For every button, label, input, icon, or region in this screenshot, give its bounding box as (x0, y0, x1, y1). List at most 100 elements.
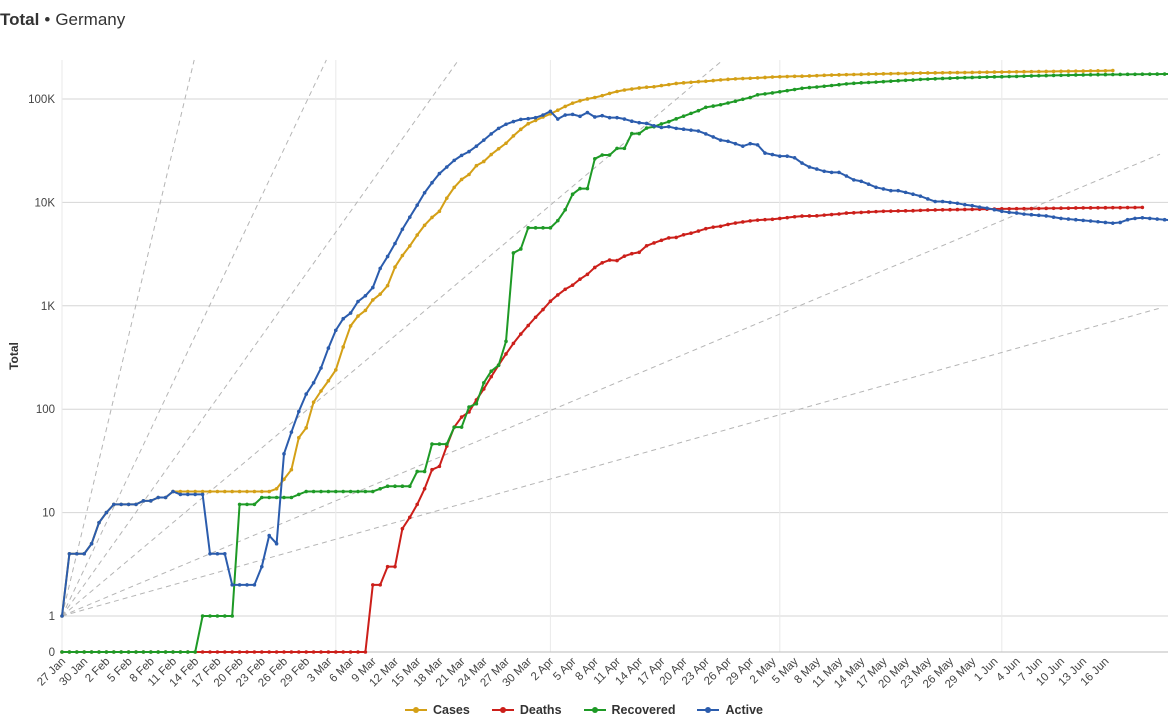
deaths-point (533, 315, 538, 320)
recovered-point (186, 650, 190, 654)
deaths-point (415, 502, 420, 507)
cases-point (1044, 69, 1048, 74)
deaths-point (689, 231, 693, 236)
recovered-point (149, 650, 153, 654)
recovered-point (1088, 72, 1093, 77)
active-point (815, 167, 819, 171)
deaths-point (260, 650, 264, 654)
cases-point (437, 209, 442, 214)
active-point (622, 117, 627, 121)
deaths-point (948, 207, 952, 212)
active-point (245, 583, 249, 587)
active-point (274, 541, 279, 546)
cases-point (200, 489, 205, 494)
deaths-point (911, 208, 915, 213)
active-point (866, 182, 871, 186)
recovered-point (615, 146, 619, 151)
recovered-point (230, 614, 234, 618)
active-point (112, 502, 116, 507)
cases-point (496, 147, 501, 151)
recovered-point (704, 105, 708, 110)
active-point (104, 510, 109, 515)
recovered-point (415, 469, 420, 474)
active-point (459, 153, 464, 158)
deaths-point (356, 650, 360, 654)
deaths-point (763, 217, 767, 222)
recovered-point (459, 425, 464, 429)
cases-point (741, 76, 745, 81)
doubling-reference-line (61, 59, 459, 617)
cases-point (400, 253, 405, 258)
recovered-point (363, 489, 368, 494)
recovered-point (644, 126, 649, 130)
recovered-point (519, 247, 523, 251)
recovered-point (97, 650, 101, 654)
recovered-point (304, 489, 309, 494)
cases-point (800, 74, 804, 78)
active-point (178, 492, 183, 497)
recovered-point (556, 218, 560, 223)
cases-point (837, 73, 841, 77)
recovered-point (763, 92, 767, 96)
active-point (482, 138, 486, 142)
deaths-point (200, 650, 205, 654)
recovered-point (348, 489, 353, 494)
recovered-point (896, 78, 900, 83)
active-point (726, 139, 730, 144)
deaths-point (504, 352, 508, 356)
recovered-point (260, 495, 264, 500)
deaths-point (600, 260, 604, 265)
active-point (467, 149, 471, 154)
cases-point (933, 71, 937, 75)
cases-point (356, 314, 360, 318)
cases-point (778, 74, 782, 79)
legend-label: Recovered (611, 703, 676, 717)
active-point (504, 122, 508, 127)
active-point (667, 124, 671, 129)
recovered-point (1162, 72, 1167, 76)
active-point (1029, 212, 1034, 217)
active-point (696, 129, 701, 133)
recovered-point (881, 79, 886, 84)
cases-point (726, 77, 730, 82)
deaths-point (1096, 205, 1100, 210)
cases-point (607, 91, 612, 96)
legend-item-deaths[interactable]: Deaths (491, 703, 562, 717)
recovered-point (371, 489, 375, 494)
active-point (644, 121, 649, 126)
cases-point (911, 71, 915, 75)
recovered-point (311, 489, 316, 494)
active-point (1000, 209, 1004, 214)
active-point (955, 201, 960, 206)
active-point (445, 165, 449, 169)
cases-point (903, 71, 908, 76)
cases-point (363, 308, 368, 313)
recovered-point (1000, 74, 1004, 79)
recovered-point (245, 502, 249, 507)
deaths-point (408, 515, 412, 520)
legend-item-cases[interactable]: Cases (405, 703, 470, 717)
legend-item-active[interactable]: Active (697, 703, 763, 717)
active-point (156, 495, 160, 500)
recovered-point (1133, 72, 1137, 77)
active-point (593, 115, 597, 119)
cases-point (1014, 69, 1019, 74)
active-point (67, 551, 72, 556)
recovered-series (60, 72, 1168, 654)
cases-point (260, 489, 264, 494)
active-point (755, 143, 760, 147)
deaths-point (837, 212, 841, 216)
recovered-point (778, 89, 782, 94)
cases-point (178, 489, 183, 494)
active-point (496, 126, 501, 131)
deaths-point (541, 307, 545, 312)
active-point (400, 227, 405, 232)
active-point (415, 203, 420, 207)
active-point (615, 115, 619, 120)
cases-point (378, 292, 383, 296)
deaths-point (208, 650, 212, 654)
legend-item-recovered[interactable]: Recovered (583, 703, 676, 717)
deaths-point (570, 283, 575, 287)
cases-point (230, 489, 234, 494)
deaths-point (829, 212, 834, 217)
